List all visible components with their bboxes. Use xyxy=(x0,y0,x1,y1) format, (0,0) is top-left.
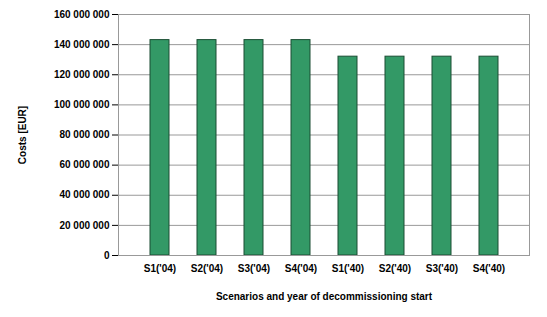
svg-text:120 000 000: 120 000 000 xyxy=(54,69,110,80)
svg-text:80 000 000: 80 000 000 xyxy=(59,129,109,140)
svg-text:S2('04): S2('04) xyxy=(191,263,223,274)
svg-text:S4('04): S4('04) xyxy=(285,263,317,274)
svg-text:100 000 000: 100 000 000 xyxy=(54,99,110,110)
svg-text:40 000 000: 40 000 000 xyxy=(59,189,109,200)
svg-text:Scenarios and year of decommis: Scenarios and year of decommissioning st… xyxy=(216,291,433,302)
svg-text:S3('04): S3('04) xyxy=(238,263,270,274)
svg-text:20 000 000: 20 000 000 xyxy=(59,220,109,231)
svg-text:140 000 000: 140 000 000 xyxy=(54,39,110,50)
svg-text:0: 0 xyxy=(104,250,110,261)
svg-text:S1('40): S1('40) xyxy=(332,263,364,274)
svg-text:S3('40): S3('40) xyxy=(426,263,458,274)
svg-text:S2('40): S2('40) xyxy=(379,263,411,274)
svg-text:Costs [EUR]: Costs [EUR] xyxy=(17,106,28,164)
svg-text:160 000 000: 160 000 000 xyxy=(54,9,110,20)
svg-text:S4('40): S4('40) xyxy=(473,263,505,274)
svg-text:60 000 000: 60 000 000 xyxy=(59,159,109,170)
svg-text:S1('04): S1('04) xyxy=(144,263,176,274)
